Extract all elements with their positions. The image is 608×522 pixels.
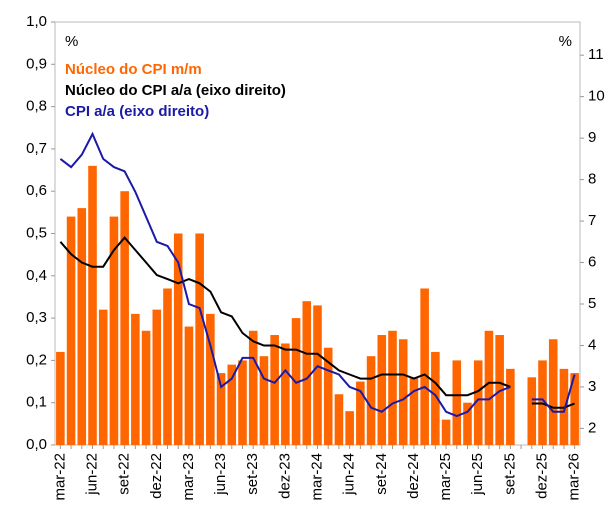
- y-tick-label: 1,0: [26, 13, 47, 30]
- bar: [495, 335, 504, 445]
- bar: [216, 373, 226, 445]
- bar: [420, 288, 429, 445]
- bar: [356, 381, 365, 445]
- bar: [141, 330, 151, 445]
- bar: [88, 165, 97, 445]
- x-tick-label: mar-25: [437, 453, 454, 501]
- bar: [184, 326, 194, 445]
- line: [59, 236, 575, 409]
- left-unit: %: [65, 33, 78, 50]
- bar: [463, 402, 472, 445]
- bar: [66, 216, 76, 445]
- bar: [323, 347, 333, 445]
- bar: [163, 288, 172, 445]
- bar: [206, 313, 215, 445]
- bar: [238, 360, 247, 445]
- y2-tick-label: 9: [588, 129, 596, 146]
- bar: [409, 377, 419, 445]
- bar: [366, 356, 376, 445]
- right-unit: %: [559, 33, 572, 50]
- bar: [152, 309, 162, 445]
- y2-tick-label: 3: [588, 378, 596, 395]
- bar: [313, 305, 322, 445]
- bar: [248, 330, 258, 445]
- y2-tick-label: 11: [588, 46, 604, 63]
- bar: [227, 364, 237, 445]
- x-tick-label: jun-23: [212, 453, 229, 496]
- bar: [506, 368, 515, 445]
- bar: [334, 394, 344, 445]
- x-tick-label: set-25: [501, 453, 518, 495]
- bar: [484, 330, 494, 445]
- y2-tick-label: 7: [588, 212, 596, 229]
- x-tick-label: mar-23: [180, 453, 197, 501]
- y-tick-label: 0,5: [26, 224, 47, 241]
- bar: [388, 330, 397, 445]
- bar: [452, 360, 462, 445]
- y-tick-label: 0,3: [26, 309, 47, 326]
- x-tick-label: jun-22: [83, 453, 100, 496]
- x-tick-label: mar-24: [308, 453, 325, 501]
- x-tick-label: mar-26: [566, 453, 583, 501]
- bar: [98, 309, 108, 445]
- bar: [173, 233, 183, 445]
- y-tick-label: 0,9: [26, 55, 47, 72]
- x-tick-label: jun-25: [469, 453, 486, 496]
- bar: [281, 343, 290, 445]
- x-tick-label: dez-23: [276, 453, 293, 499]
- x-tick-label: dez-25: [533, 453, 550, 499]
- x-tick-label: jun-24: [341, 453, 358, 496]
- x-tick-label: mar-22: [51, 453, 68, 501]
- bar: [345, 411, 354, 445]
- y-tick-label: 0,4: [26, 267, 47, 284]
- bar: [302, 301, 312, 445]
- bar: [473, 360, 483, 445]
- y2-tick-label: 5: [588, 295, 596, 312]
- bar: [120, 191, 129, 445]
- y2-tick-label: 6: [588, 253, 596, 270]
- x-tick-label: set-23: [244, 453, 261, 495]
- bar: [377, 335, 387, 445]
- legend-entry: CPI a/a (eixo direito): [65, 103, 209, 120]
- bar: [109, 216, 119, 445]
- y-tick-label: 0,7: [26, 140, 47, 157]
- y-tick-label: 0,6: [26, 182, 47, 199]
- line: [59, 131, 576, 418]
- bar: [259, 356, 269, 445]
- bar: [431, 351, 440, 445]
- bar: [270, 335, 279, 445]
- bar: [77, 208, 87, 445]
- bar: [398, 339, 408, 445]
- bar: [548, 339, 558, 445]
- bar: [570, 373, 579, 445]
- y-tick-label: 0,0: [26, 436, 47, 453]
- y2-tick-label: 2: [588, 419, 596, 436]
- y2-tick-label: 4: [588, 336, 596, 353]
- y-tick-label: 0,1: [26, 394, 47, 411]
- y-tick-label: 0,2: [26, 351, 47, 368]
- legend-entry: Núcleo do CPI a/a (eixo direito): [65, 82, 286, 99]
- x-tick-label: dez-24: [405, 453, 422, 499]
- legend-entry: Núcleo do CPI m/m: [65, 61, 202, 78]
- bar: [527, 377, 537, 445]
- bar: [441, 419, 451, 445]
- bar: [131, 313, 140, 445]
- bar: [195, 233, 204, 445]
- x-tick-label: dez-22: [148, 453, 165, 499]
- x-tick-label: set-24: [373, 453, 390, 495]
- y2-tick-label: 8: [588, 171, 596, 188]
- y2-tick-label: 10: [588, 88, 605, 105]
- x-tick-label: set-22: [116, 453, 133, 495]
- bar: [56, 351, 65, 445]
- y-tick-label: 0,8: [26, 98, 47, 115]
